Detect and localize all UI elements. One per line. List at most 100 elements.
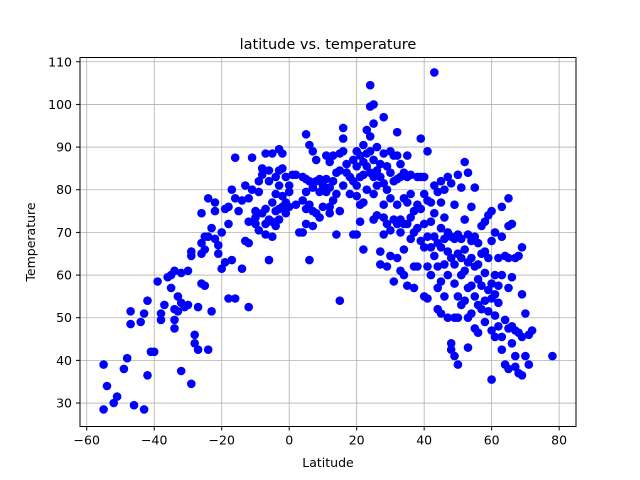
data-point	[467, 309, 476, 318]
data-point	[446, 179, 456, 188]
data-point	[433, 187, 443, 197]
data-point	[467, 202, 476, 212]
data-point	[244, 194, 253, 203]
y-tick-label: 90	[56, 140, 72, 155]
data-point	[322, 174, 331, 184]
data-point	[325, 202, 335, 212]
data-point	[328, 196, 338, 205]
data-point	[349, 155, 358, 165]
data-point	[376, 247, 385, 256]
data-point	[153, 277, 162, 286]
data-point	[338, 181, 348, 190]
data-point	[430, 181, 439, 190]
data-point	[291, 170, 301, 180]
data-point	[305, 176, 314, 186]
data-point	[392, 127, 402, 137]
data-point	[257, 164, 267, 173]
data-point	[129, 400, 139, 410]
data-point	[406, 189, 416, 199]
data-point	[170, 315, 179, 325]
data-point	[382, 162, 392, 171]
data-point	[480, 247, 490, 256]
data-point	[139, 309, 149, 318]
x-tick-label: 40	[416, 433, 432, 448]
data-point	[396, 228, 405, 237]
data-point	[507, 219, 517, 229]
data-point	[214, 249, 223, 258]
data-point	[416, 204, 426, 214]
data-point	[463, 230, 473, 239]
data-point	[214, 240, 223, 250]
data-point	[517, 243, 527, 252]
data-point	[426, 243, 436, 252]
data-point	[423, 232, 432, 241]
data-point	[396, 159, 405, 169]
data-point	[278, 164, 287, 173]
data-point	[352, 162, 362, 171]
data-point	[436, 309, 446, 318]
data-point	[470, 292, 480, 301]
data-point	[227, 255, 237, 265]
data-point	[511, 362, 520, 372]
data-point	[207, 223, 216, 233]
data-point	[379, 200, 389, 209]
data-point	[484, 253, 493, 263]
x-tick-label: −40	[141, 433, 167, 448]
data-point	[274, 215, 284, 224]
data-point	[382, 185, 392, 194]
y-tick-label: 70	[56, 225, 72, 240]
data-point	[399, 245, 409, 254]
data-point	[210, 206, 220, 216]
data-point	[480, 217, 490, 226]
data-point	[416, 134, 426, 143]
data-point	[487, 206, 496, 216]
data-point	[244, 302, 253, 312]
data-point	[470, 232, 480, 241]
data-point	[403, 198, 412, 207]
data-point	[419, 189, 429, 199]
data-point	[484, 285, 493, 295]
y-tick-label: 80	[56, 182, 72, 197]
data-point	[156, 315, 166, 325]
data-point	[497, 232, 507, 241]
data-point	[305, 255, 314, 265]
data-point	[335, 206, 345, 216]
x-axis-ticks: −60 −40 −20 0 20 40 60 80	[74, 426, 567, 448]
data-point	[338, 147, 348, 156]
data-point	[480, 317, 490, 327]
data-point	[517, 290, 527, 299]
data-point	[224, 202, 233, 212]
data-point	[261, 149, 270, 158]
data-point	[511, 351, 520, 361]
data-point	[497, 270, 507, 280]
data-point	[173, 307, 183, 316]
data-point	[355, 151, 365, 160]
data-point	[362, 125, 372, 135]
data-point	[450, 260, 459, 269]
data-point	[325, 183, 335, 192]
data-point	[264, 166, 274, 175]
data-point	[254, 226, 264, 235]
data-point	[220, 258, 230, 267]
data-point	[490, 332, 500, 342]
data-point	[301, 130, 311, 139]
data-point	[517, 371, 527, 380]
data-point	[443, 247, 453, 256]
data-point	[284, 181, 294, 190]
y-axis-label: Temperature	[23, 202, 38, 282]
data-point	[359, 140, 368, 150]
data-point	[440, 260, 449, 269]
data-point	[308, 221, 318, 231]
data-point	[352, 230, 362, 239]
data-point	[254, 176, 264, 186]
data-point	[224, 294, 233, 303]
data-point	[406, 213, 416, 222]
data-point	[139, 405, 149, 414]
data-point	[430, 251, 439, 261]
data-point	[392, 200, 402, 209]
data-point	[136, 317, 145, 327]
data-point	[386, 168, 395, 177]
data-point	[494, 253, 503, 263]
